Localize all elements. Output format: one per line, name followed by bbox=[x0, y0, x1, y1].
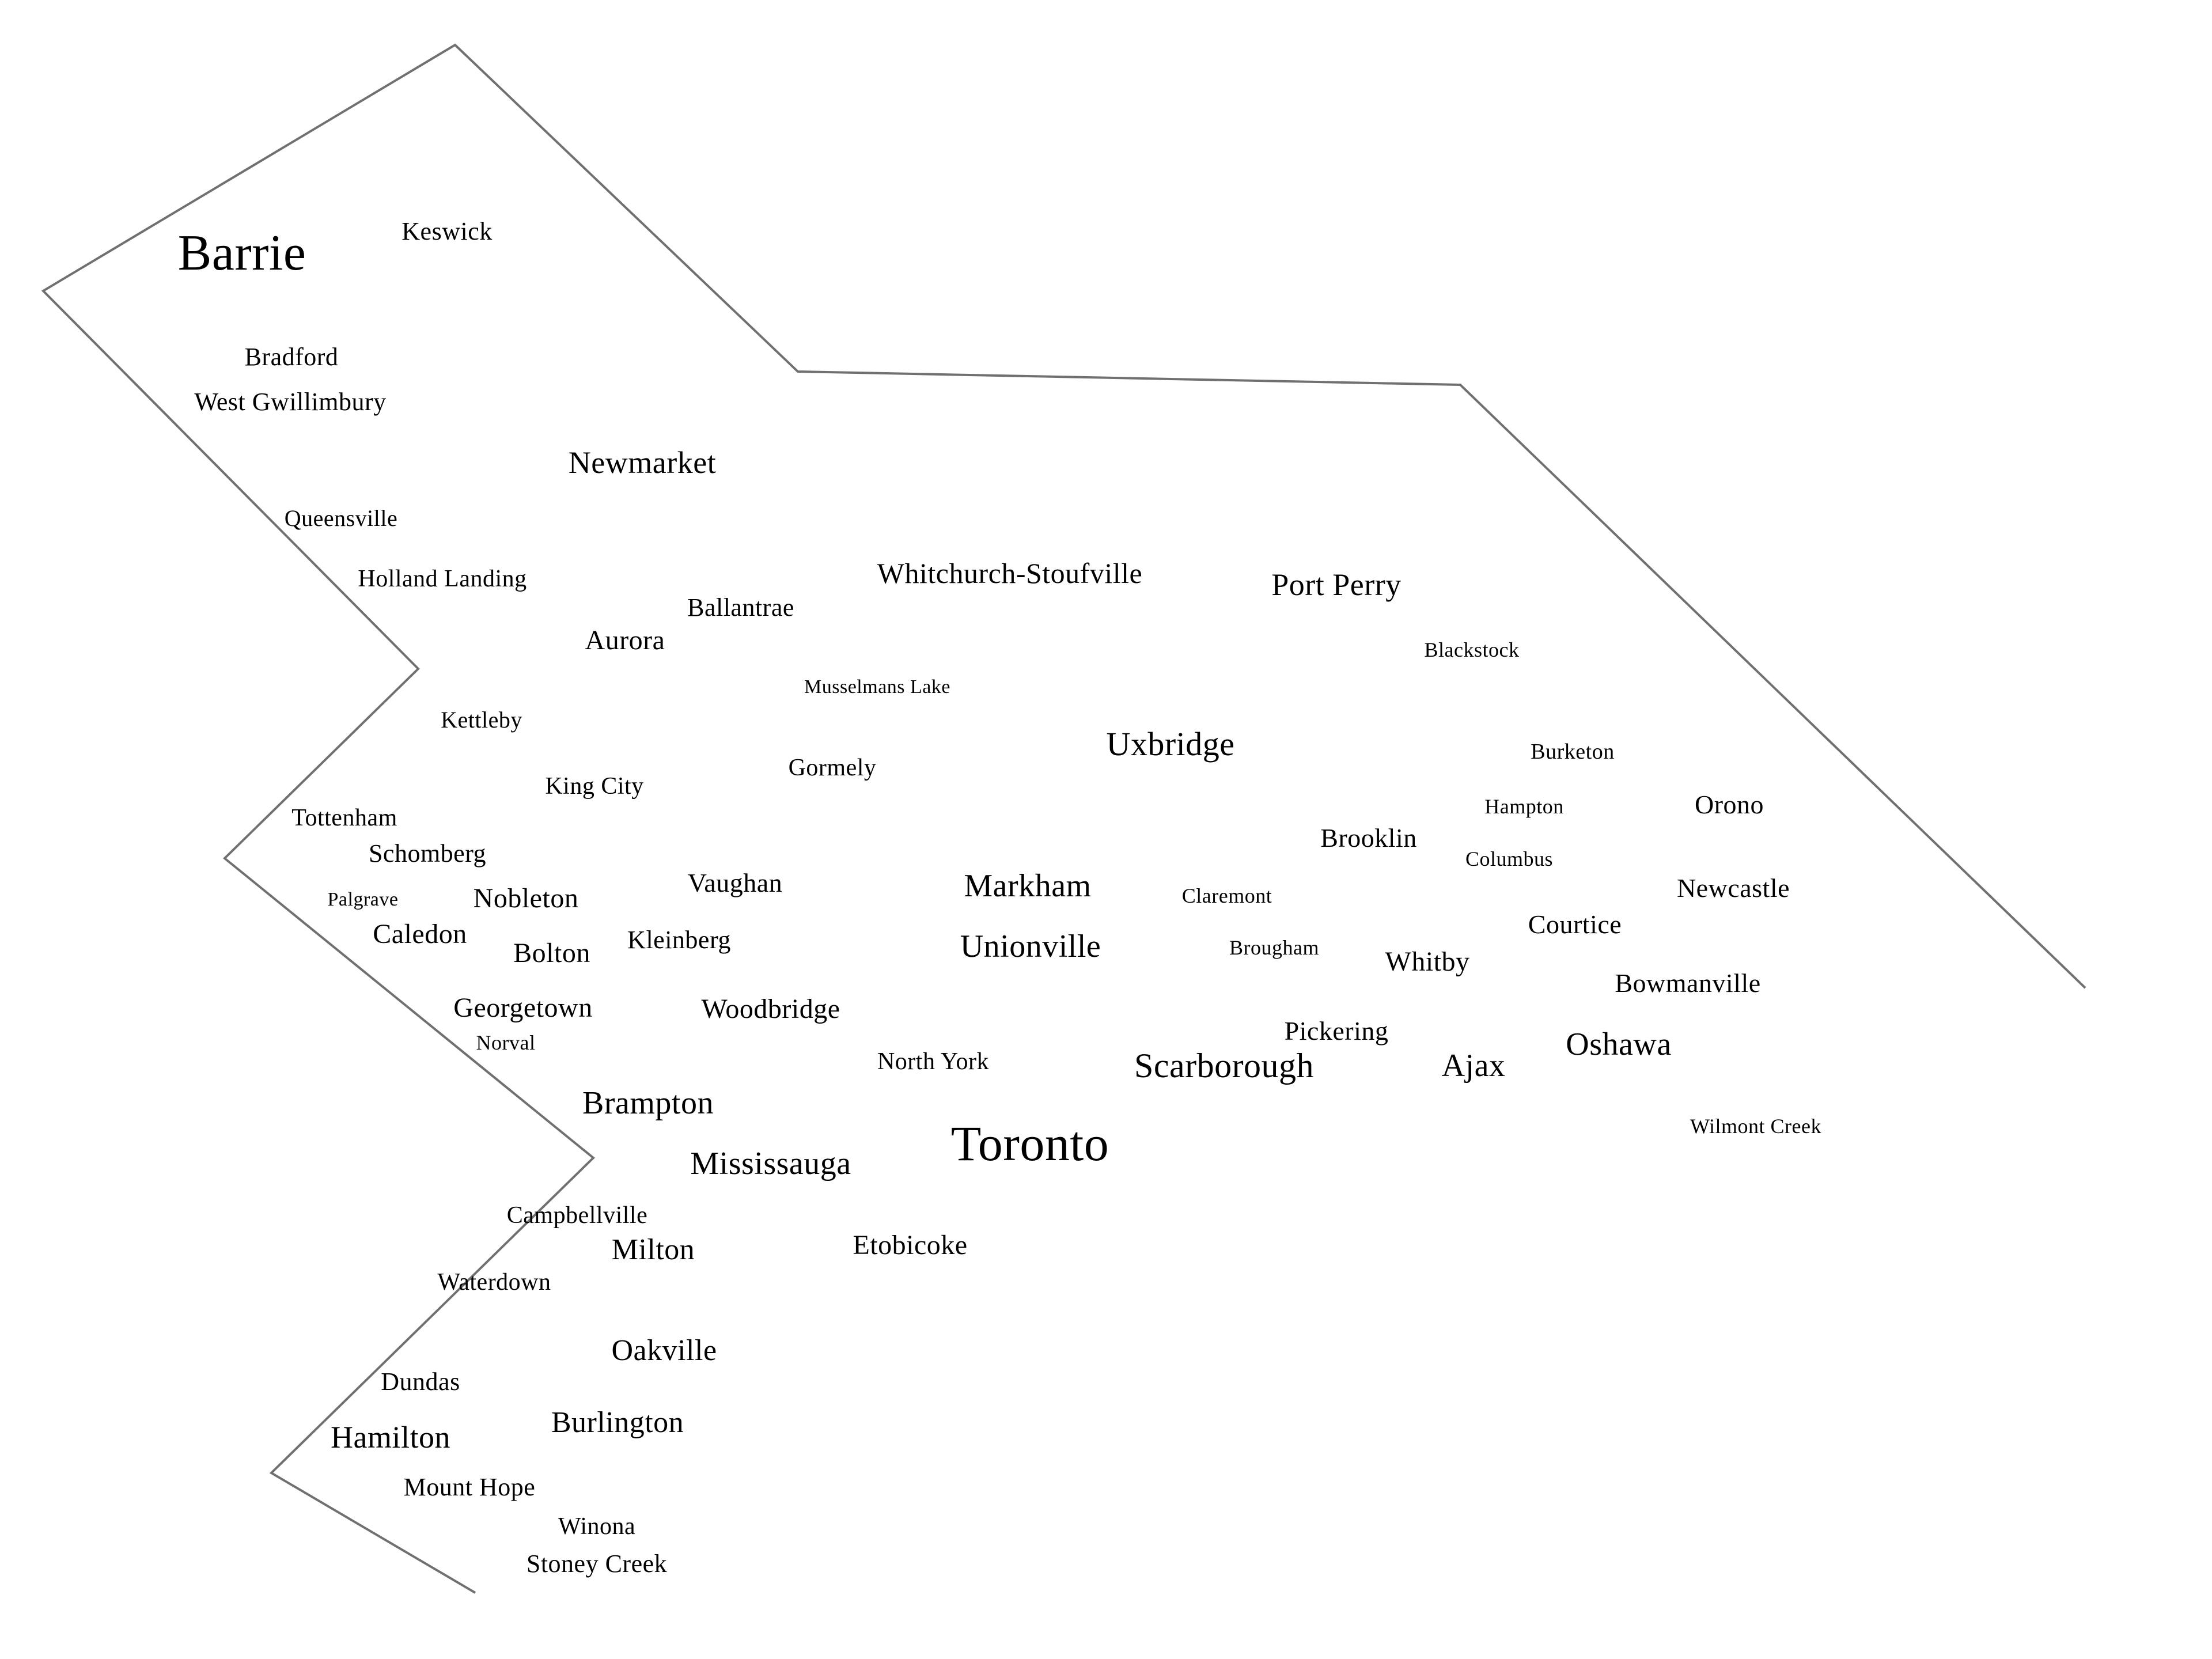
map-label-aurora: Aurora bbox=[585, 625, 665, 656]
map-label-palgrave: Palgrave bbox=[327, 889, 399, 910]
map-label-orono: Orono bbox=[1694, 790, 1764, 819]
map-label-norval: Norval bbox=[476, 1031, 536, 1054]
map-label-musselmans-lake: Musselmans Lake bbox=[804, 676, 950, 698]
map-label-dundas: Dundas bbox=[381, 1368, 460, 1396]
map-label-brampton: Brampton bbox=[582, 1085, 714, 1121]
map-label-wilmont-creek: Wilmont Creek bbox=[1690, 1115, 1822, 1138]
map-label-pickering: Pickering bbox=[1284, 1016, 1389, 1046]
map-label-queensville: Queensville bbox=[284, 505, 398, 531]
map-label-waterdown: Waterdown bbox=[437, 1269, 551, 1296]
map-label-north-york: North York bbox=[877, 1048, 990, 1075]
map-label-barrie: Barrie bbox=[177, 225, 306, 281]
map-label-claremont: Claremont bbox=[1181, 884, 1272, 907]
map-label-columbus: Columbus bbox=[1465, 847, 1554, 870]
map-label-hampton: Hampton bbox=[1484, 795, 1564, 818]
map-label-scarborough: Scarborough bbox=[1134, 1047, 1315, 1085]
border-polyline bbox=[41, 43, 2086, 1594]
map-label-whitby: Whitby bbox=[1385, 946, 1470, 977]
map-label-nobleton: Nobleton bbox=[473, 883, 579, 914]
map-label-schomberg: Schomberg bbox=[368, 839, 487, 868]
map-label-caledon: Caledon bbox=[373, 919, 467, 949]
map-label-kettleby: Kettleby bbox=[441, 707, 522, 733]
map-label-tottenham: Tottenham bbox=[291, 805, 397, 831]
map-label-markham: Markham bbox=[964, 868, 1092, 904]
map-label-courtice: Courtice bbox=[1528, 910, 1622, 939]
map-label-brougham: Brougham bbox=[1229, 936, 1319, 959]
map-label-newmarket: Newmarket bbox=[568, 445, 717, 480]
map-label-bolton: Bolton bbox=[513, 938, 590, 968]
map-label-blackstock: Blackstock bbox=[1424, 638, 1520, 661]
map-label-mississauga: Mississauga bbox=[690, 1146, 851, 1181]
map-label-mount-hope: Mount Hope bbox=[403, 1473, 536, 1501]
map-label-west-gwillimbury: West Gwillimbury bbox=[194, 388, 387, 416]
map-label-newcastle: Newcastle bbox=[1676, 873, 1790, 903]
map-label-oakville: Oakville bbox=[611, 1334, 717, 1367]
map-label-port-perry: Port Perry bbox=[1271, 567, 1402, 602]
map-label-burketon: Burketon bbox=[1531, 740, 1615, 764]
map-label-hamilton: Hamilton bbox=[331, 1420, 450, 1455]
map-label-gormely: Gormely bbox=[788, 755, 877, 781]
map-label-bradford: Bradford bbox=[244, 343, 339, 371]
map-label-toronto: Toronto bbox=[950, 1116, 1109, 1171]
map-label-etobicoke: Etobicoke bbox=[853, 1230, 968, 1260]
map-label-burlington: Burlington bbox=[551, 1406, 684, 1439]
map-label-holland-landing: Holland Landing bbox=[358, 566, 527, 592]
map-label-ajax: Ajax bbox=[1441, 1048, 1506, 1084]
map-label-kleinberg: Kleinberg bbox=[627, 926, 731, 954]
map-label-milton: Milton bbox=[611, 1233, 695, 1266]
map-label-brooklin: Brooklin bbox=[1320, 823, 1417, 853]
map-label-stoney-creek: Stoney Creek bbox=[526, 1550, 668, 1578]
map-label-unionville: Unionville bbox=[960, 929, 1101, 964]
map-label-woodbridge: Woodbridge bbox=[701, 994, 840, 1024]
map-label-keswick: Keswick bbox=[402, 217, 493, 245]
map-label-vaughan: Vaughan bbox=[687, 868, 783, 897]
map-label-king-city: King City bbox=[545, 773, 644, 800]
map-label-ballantrae: Ballantrae bbox=[687, 593, 794, 622]
map-label-campbellville: Campbellville bbox=[506, 1202, 648, 1229]
map-label-winona: Winona bbox=[558, 1513, 636, 1540]
map-label-whitchurch-stoufville: Whitchurch-Stoufville bbox=[877, 557, 1143, 589]
map-label-bowmanville: Bowmanville bbox=[1615, 968, 1761, 998]
map-label-uxbridge: Uxbridge bbox=[1106, 725, 1235, 763]
map-label-oshawa: Oshawa bbox=[1566, 1027, 1672, 1062]
map-label-georgetown: Georgetown bbox=[453, 993, 593, 1023]
